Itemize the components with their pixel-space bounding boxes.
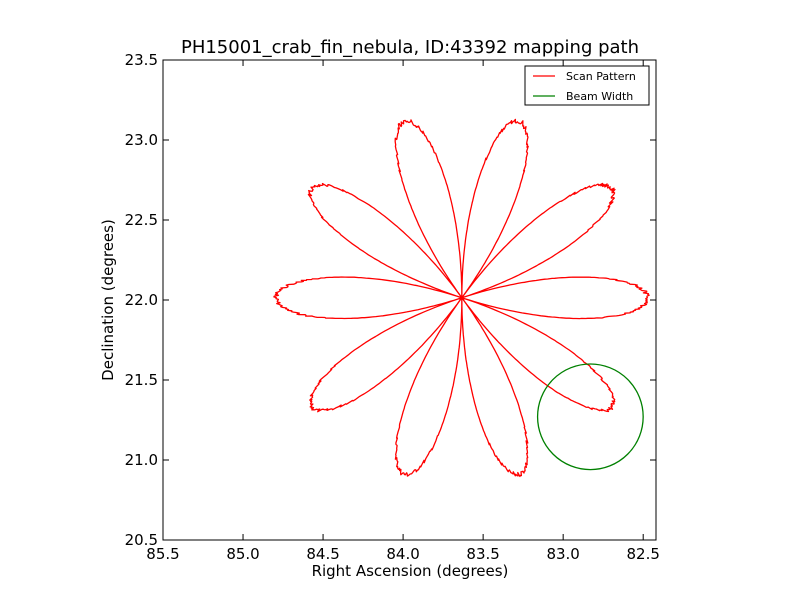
x-tick-label: 84.0 — [386, 545, 419, 563]
scan-pattern-line — [273, 118, 650, 478]
x-tick-label: 85.0 — [226, 545, 259, 563]
y-tick-label: 23.0 — [125, 131, 158, 149]
legend-label-beam-width: Beam Width — [566, 90, 633, 103]
y-tick-label: 21.5 — [125, 371, 158, 389]
plot-series — [273, 118, 650, 478]
beam-width-circle — [536, 363, 644, 471]
legend-label-scan-pattern: Scan Pattern — [566, 70, 636, 83]
x-tick-label: 84.5 — [306, 545, 339, 563]
y-tick-label: 23.5 — [125, 51, 158, 69]
legend-box — [524, 65, 650, 106]
y-tick-label: 21.0 — [125, 451, 158, 469]
y-axis: 20.5 21.0 21.5 22.0 22.5 23.0 23.5 — [125, 51, 656, 549]
y-tick-label: 22.5 — [125, 211, 158, 229]
x-tick-label: 85.5 — [146, 545, 179, 563]
chart-title: PH15001_crab_fin_nebula, ID:43392 mappin… — [181, 37, 639, 58]
x-axis-label: Right Ascension (degrees) — [312, 562, 509, 580]
x-tick-label: 83.5 — [466, 545, 499, 563]
y-axis-label: Declination (degrees) — [99, 219, 117, 381]
x-tick-label: 82.5 — [626, 545, 659, 563]
x-tick-label: 83.0 — [546, 545, 579, 563]
x-axis: 85.5 85.0 84.5 84.0 83.5 83.0 82.5 — [146, 60, 660, 563]
y-tick-label: 20.5 — [125, 531, 158, 549]
legend: Scan Pattern Beam Width — [524, 65, 650, 106]
y-tick-label: 22.0 — [125, 291, 158, 309]
